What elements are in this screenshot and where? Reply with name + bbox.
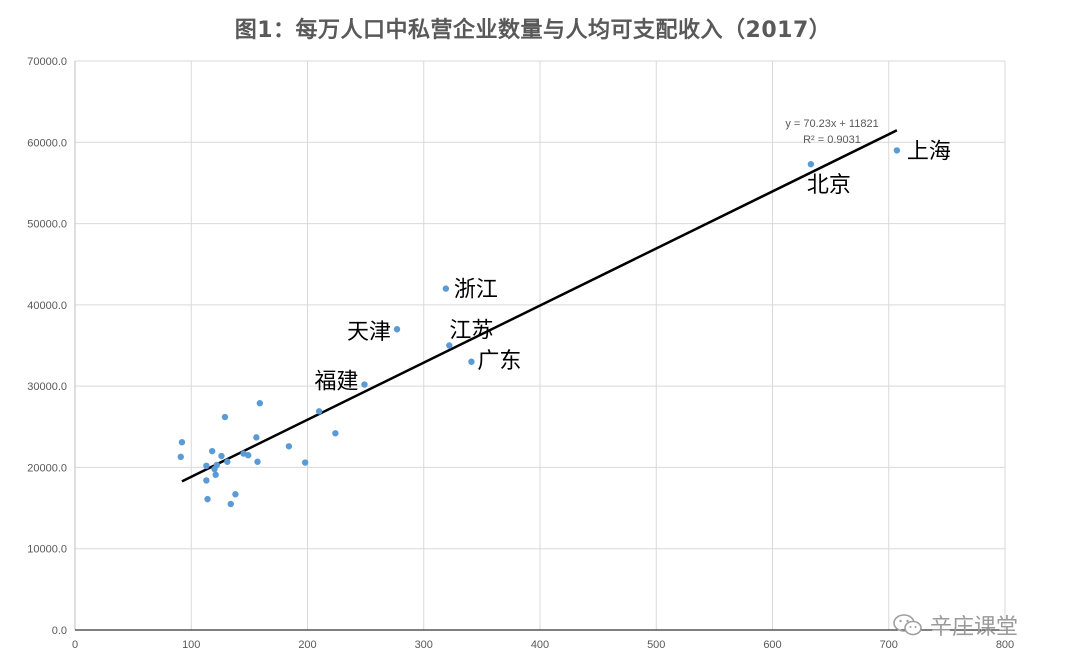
trendline	[181, 129, 898, 483]
data-point	[361, 381, 368, 388]
data-point	[807, 161, 815, 168]
x-tick-label: 300	[415, 639, 433, 651]
x-tick-label: 700	[880, 639, 898, 651]
points-layer	[177, 147, 901, 508]
trendline-layer	[181, 129, 898, 483]
x-tick-label: 400	[531, 639, 549, 651]
y-tick-label: 20000.0	[27, 462, 67, 474]
y-tick-label: 60000.0	[27, 137, 67, 149]
data-point	[254, 458, 261, 465]
chart-title: 图1：每万人口中私营企业数量与人均可支配收入（2017）	[234, 18, 832, 43]
point-label: 北京	[807, 173, 851, 198]
data-point	[315, 408, 323, 415]
watermark: 辛庄课堂	[892, 608, 1018, 642]
point-label: 上海	[907, 139, 951, 164]
data-point	[245, 452, 252, 459]
data-point	[893, 147, 901, 154]
x-tick-label: 800	[996, 639, 1014, 651]
y-tick-label: 0.0	[52, 625, 67, 637]
watermark-text: 辛庄课堂	[930, 615, 1019, 640]
trendline-equation: y = 70.23x + 11821	[785, 118, 878, 130]
data-point	[203, 462, 210, 470]
y-tick-label: 50000.0	[27, 219, 67, 231]
data-point	[204, 495, 211, 503]
y-tick-label: 40000.0	[27, 300, 67, 312]
data-point	[285, 443, 293, 450]
x-tick-label: 500	[647, 639, 665, 651]
data-point	[221, 413, 229, 421]
axes	[74, 61, 1005, 631]
data-point	[224, 458, 231, 465]
data-point	[301, 459, 309, 466]
wechat-icon	[893, 614, 922, 636]
point-label: 广东	[477, 349, 521, 374]
data-point	[203, 477, 210, 484]
x-tick-labels: 0 100 200 300 400 500 600 700 800	[72, 639, 1014, 651]
y-tick-label: 70000.0	[27, 56, 67, 68]
data-point	[332, 430, 339, 437]
y-tick-label: 30000.0	[27, 381, 67, 393]
data-point	[442, 285, 450, 292]
data-point	[446, 342, 453, 349]
point-label: 福建	[314, 370, 358, 395]
x-tick-label: 200	[298, 639, 316, 651]
point-label: 浙江	[454, 278, 498, 303]
gridlines	[75, 60, 1006, 630]
x-tick-label: 100	[182, 639, 200, 651]
data-point	[393, 326, 401, 333]
point-label: 天津	[347, 320, 391, 345]
data-point	[177, 453, 184, 461]
trendline-r-squared: R² = 0.9031	[803, 134, 861, 146]
data-point	[468, 358, 475, 365]
data-point	[212, 471, 219, 478]
data-point	[256, 400, 264, 407]
x-tick-label: 600	[763, 639, 781, 651]
data-point	[253, 434, 260, 441]
y-tick-label: 10000.0	[27, 544, 67, 556]
data-point	[227, 500, 234, 508]
data-point	[208, 447, 216, 455]
x-tick-label: 0	[72, 639, 78, 651]
data-point	[211, 465, 218, 473]
data-point	[232, 491, 239, 498]
data-point	[218, 452, 225, 460]
y-tick-labels: 0.0 10000.0 20000.0 30000.0 40000.0 50000.0 60…	[27, 56, 67, 637]
data-point	[178, 439, 186, 446]
point-label: 江苏	[449, 319, 493, 344]
